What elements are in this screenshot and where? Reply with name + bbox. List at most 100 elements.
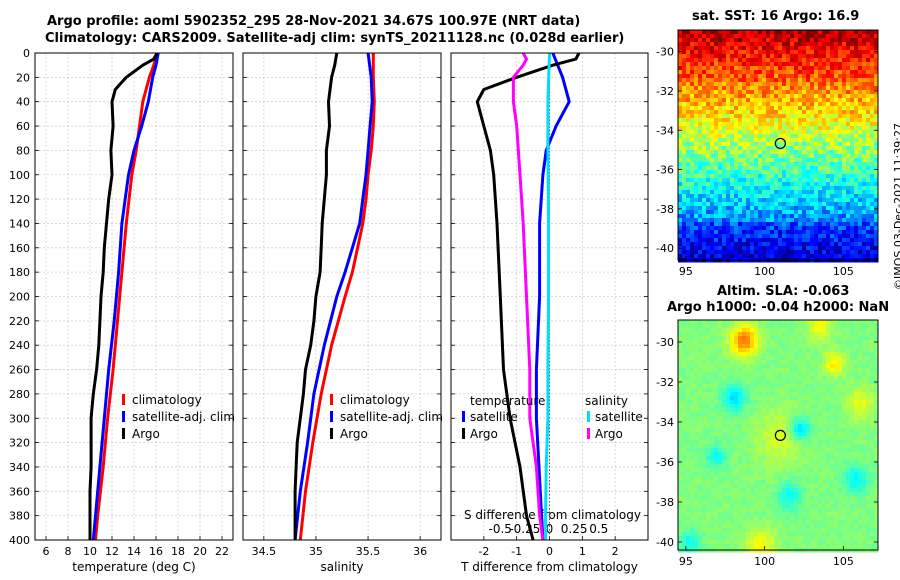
legend-header-salinity: salinity — [585, 394, 628, 408]
x-tick-label: 0 — [546, 545, 553, 558]
heatmap-cells — [678, 30, 879, 263]
map-y-tick-label: -32 — [656, 85, 674, 98]
legend-swatch — [330, 411, 333, 422]
series-line-argo — [293, 52, 339, 540]
map-x-tick-label: 95 — [679, 265, 693, 278]
map-y-tick-label: -38 — [656, 203, 674, 216]
top-x-axis-label: S difference from climatology — [464, 508, 641, 522]
series-line-satellite-adj-clim — [293, 52, 374, 541]
legend-label: climatology — [132, 393, 202, 407]
map-sst_map: -30 -32 -34 -36 -38 -40 95 100 105 — [656, 29, 879, 278]
map-y-tick-label: -32 — [656, 376, 674, 389]
x-tick-label: 2 — [612, 545, 619, 558]
legend-header-temperature: temperature — [470, 394, 545, 408]
x-tick-label: 18 — [171, 545, 185, 558]
legend-label: Argo — [470, 427, 498, 441]
series-line-satellite-adj-clim — [91, 52, 160, 541]
x-tick-label: 36 — [413, 545, 427, 558]
y-tick-label: 340 — [9, 461, 30, 474]
x-tick-label: 1 — [579, 545, 586, 558]
series-line-climatology — [298, 53, 376, 541]
map-x-tick-label: 105 — [833, 555, 854, 568]
panel-frame — [34, 52, 234, 541]
legend-swatch — [462, 411, 465, 422]
panel-temperature: 0 20 40 60 80 100 120 140 160 180 200 220 240 260 280 3… — [9, 47, 235, 574]
legend-label: satellite-adj. clim — [132, 410, 235, 424]
legend-label: satellite — [470, 410, 518, 424]
top-x-tick-label: 0.5 — [589, 522, 608, 536]
map-y-tick-label: -34 — [656, 124, 674, 137]
map-frame — [677, 29, 879, 261]
y-tick-label: 140 — [9, 217, 30, 230]
y-tick-label: 100 — [9, 169, 30, 182]
panel-salinity: 34.5 35 35.5 36 salinity climatology satellite… — [242, 52, 443, 574]
legend-label: satellite — [595, 410, 643, 424]
map-x-tick-label: 105 — [833, 265, 854, 278]
y-tick-label: 80 — [16, 144, 30, 157]
x-axis-label: temperature (deg C) — [72, 560, 195, 574]
x-tick-label: -2 — [478, 545, 489, 558]
legend-label: Argo — [340, 427, 368, 441]
map-y-tick-label: -38 — [656, 496, 674, 509]
series-line-climatology — [94, 52, 159, 541]
map-y-tick-label: -36 — [656, 456, 674, 469]
x-tick-label: 10 — [83, 545, 97, 558]
legend-label: Argo — [595, 427, 623, 441]
y-tick-label: 0 — [23, 47, 30, 60]
legend-swatch — [122, 411, 125, 422]
x-tick-label: 14 — [127, 545, 141, 558]
top-x-tick-label: -0.25 — [509, 522, 540, 536]
x-tick-label: 35 — [309, 545, 323, 558]
y-tick-label: 300 — [9, 412, 30, 425]
legend-swatch — [330, 394, 333, 405]
series-line-t-satellite — [534, 52, 571, 541]
y-tick-label: 20 — [16, 71, 30, 84]
y-tick-label: 160 — [9, 242, 30, 255]
y-tick-label: 60 — [16, 120, 30, 133]
map-y-tick-label: -30 — [656, 336, 674, 349]
argo-location-marker — [774, 137, 786, 150]
map-y-tick-label: -34 — [656, 416, 674, 429]
argo-location-marker — [774, 429, 786, 441]
x-tick-label: 8 — [65, 545, 72, 558]
y-tick-label: 200 — [9, 291, 30, 304]
panel-frame — [242, 52, 442, 541]
map-y-tick-label: -36 — [656, 164, 674, 177]
x-tick-label: 22 — [215, 545, 229, 558]
sla-map-title-line-1: Altim. SLA: -0.063 — [717, 284, 850, 299]
map-y-tick-label: -40 — [656, 242, 674, 255]
map-x-tick-label: 100 — [754, 265, 775, 278]
x-tick-label: 6 — [43, 545, 50, 558]
x-tick-label: 34.5 — [252, 545, 277, 558]
figure-title-line-1: Argo profile: aoml 5902352_295 28-Nov-20… — [47, 14, 581, 29]
y-tick-label: 40 — [16, 96, 30, 109]
y-tick-label: 220 — [9, 315, 30, 328]
map-x-tick-label: 95 — [679, 555, 693, 568]
heatmap-cells — [678, 320, 879, 553]
legend-label: Argo — [132, 427, 160, 441]
legend-label: satellite-adj. clim — [340, 410, 443, 424]
figure-title-line-2: Climatology: CARS2009. Satellite-adj cli… — [45, 31, 625, 46]
y-tick-label: 320 — [9, 437, 30, 450]
legend-label: climatology — [340, 393, 410, 407]
x-tick-label: 16 — [149, 545, 163, 558]
x-tick-label: 20 — [193, 545, 207, 558]
series-line-s-argo — [511, 52, 545, 541]
map-sla_map: -30 -32 -34 -36 -38 -40 95 100 105 — [656, 319, 879, 568]
y-tick-label: 260 — [9, 364, 30, 377]
legend-swatch — [330, 428, 333, 439]
x-tick-label: -1 — [511, 545, 522, 558]
legend-swatch — [587, 428, 590, 439]
x-tick-label: 35.5 — [356, 545, 381, 558]
x-tick-label: 12 — [105, 545, 119, 558]
y-tick-label: 360 — [9, 485, 30, 498]
y-tick-label: 400 — [9, 534, 30, 547]
legend-swatch — [122, 428, 125, 439]
series-line-argo — [88, 52, 159, 540]
panel-frame — [450, 52, 649, 541]
y-tick-label: 240 — [9, 339, 30, 352]
top-x-tick-label: -0.5 — [489, 522, 512, 536]
series-line-t-argo — [475, 52, 581, 541]
